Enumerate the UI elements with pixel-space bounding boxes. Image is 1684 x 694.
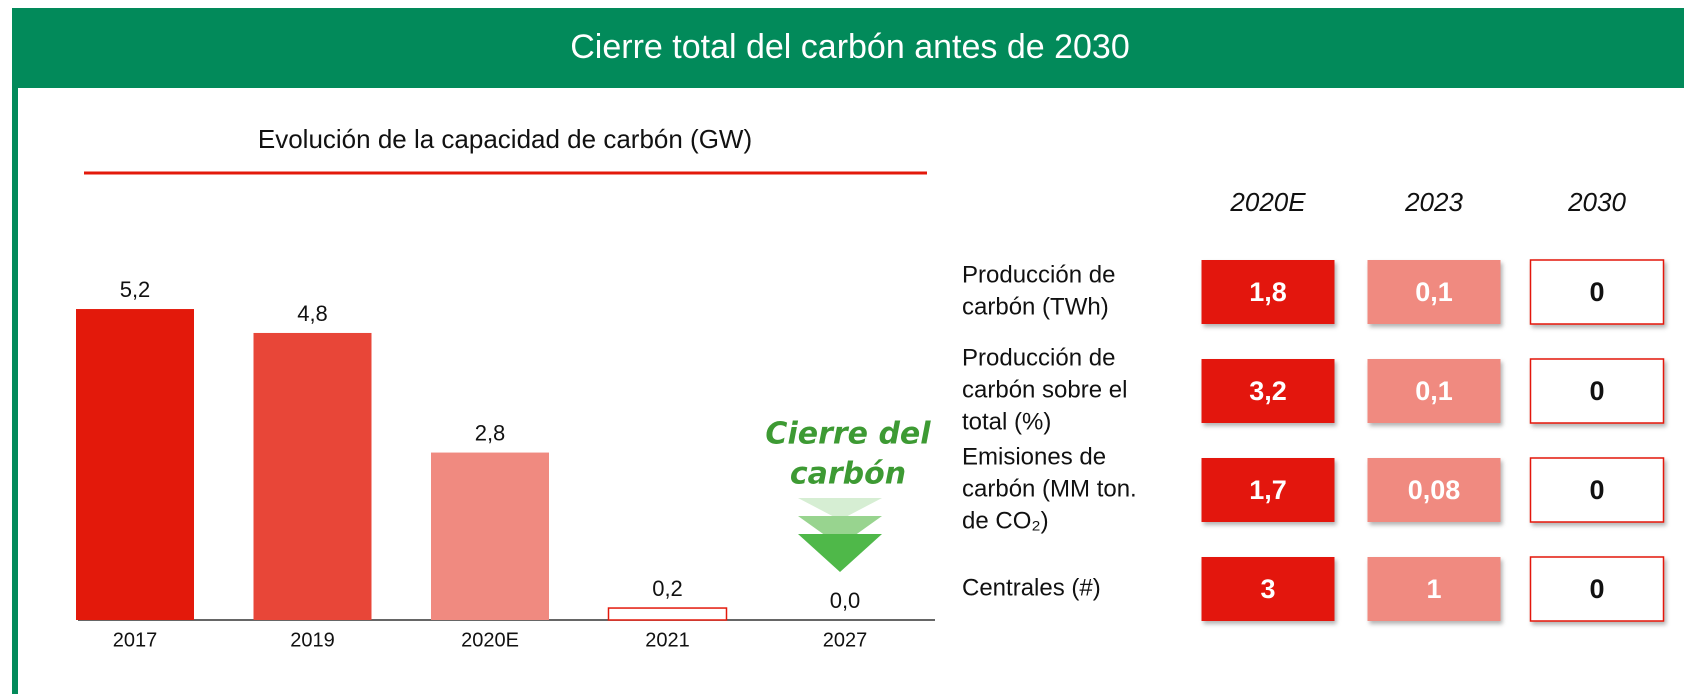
x-tick-label: 2020E — [461, 629, 519, 651]
x-tick-label: 2027 — [823, 629, 868, 651]
table-cell — [1529, 457, 1665, 523]
cell-value: 3 — [1260, 574, 1275, 604]
table-cell — [1367, 458, 1501, 522]
row-label: carbón sobre el — [962, 376, 1127, 403]
left-border — [12, 88, 18, 694]
cell-value: 0 — [1589, 475, 1604, 505]
cell-value: 1,8 — [1249, 277, 1287, 307]
cell-value: 1,7 — [1249, 475, 1287, 505]
row-label: de CO₂) — [962, 507, 1049, 534]
cell-value: 0 — [1589, 574, 1604, 604]
row-label: Producción de — [962, 344, 1115, 371]
value-label: 0,2 — [652, 576, 683, 601]
header-bar — [12, 8, 1684, 88]
table-cell — [1201, 458, 1335, 522]
row-label: carbón (TWh) — [962, 293, 1109, 320]
arrow-chevron — [798, 498, 882, 520]
table-cell — [1529, 358, 1665, 424]
x-tick-label: 2019 — [290, 629, 335, 651]
table-cell — [1201, 260, 1335, 324]
arrow-chevron — [798, 534, 882, 572]
cell-value: 1 — [1426, 574, 1441, 604]
table-cell — [1201, 359, 1335, 423]
annotation: Cierre del — [765, 417, 931, 452]
row-label: Producción de — [962, 261, 1115, 288]
cell-value: 0,1 — [1415, 277, 1453, 307]
header-title: Cierre total del carbón antes de 2030 — [570, 28, 1129, 66]
value-label: 4,8 — [297, 301, 328, 326]
row-label: total (%) — [962, 408, 1051, 435]
value-label: 5,2 — [120, 277, 151, 302]
cell-value: 0,1 — [1415, 376, 1453, 406]
table-cell — [1367, 260, 1501, 324]
value-label: 2,8 — [475, 420, 506, 445]
bar — [76, 309, 194, 620]
column-header: 2030 — [1567, 187, 1626, 217]
bar — [431, 452, 549, 620]
bar — [607, 607, 728, 621]
cell-value: 0 — [1589, 277, 1604, 307]
table-cell — [1201, 557, 1335, 621]
table-cell — [1367, 557, 1501, 621]
chart-title: Evolución de la capacidad de carbón (GW) — [258, 124, 752, 154]
value-label: 0,0 — [830, 588, 861, 613]
column-header: 2023 — [1404, 187, 1463, 217]
table-cell — [1529, 259, 1665, 325]
annotation: carbón — [790, 457, 906, 492]
table-cell — [1367, 359, 1501, 423]
arrow-chevron — [798, 516, 882, 546]
row-label: carbón (MM ton. — [962, 475, 1137, 502]
cell-value: 0,08 — [1408, 475, 1461, 505]
cell-value: 3,2 — [1249, 376, 1287, 406]
x-tick-label: 2021 — [645, 629, 690, 651]
x-tick-label: 2017 — [113, 629, 158, 651]
cell-value: 0 — [1589, 376, 1604, 406]
row-label: Emisiones de — [962, 443, 1106, 470]
table-cell — [1529, 556, 1665, 622]
column-header: 2020E — [1229, 187, 1306, 217]
row-label: Centrales (#) — [962, 574, 1101, 601]
bar — [253, 332, 372, 620]
